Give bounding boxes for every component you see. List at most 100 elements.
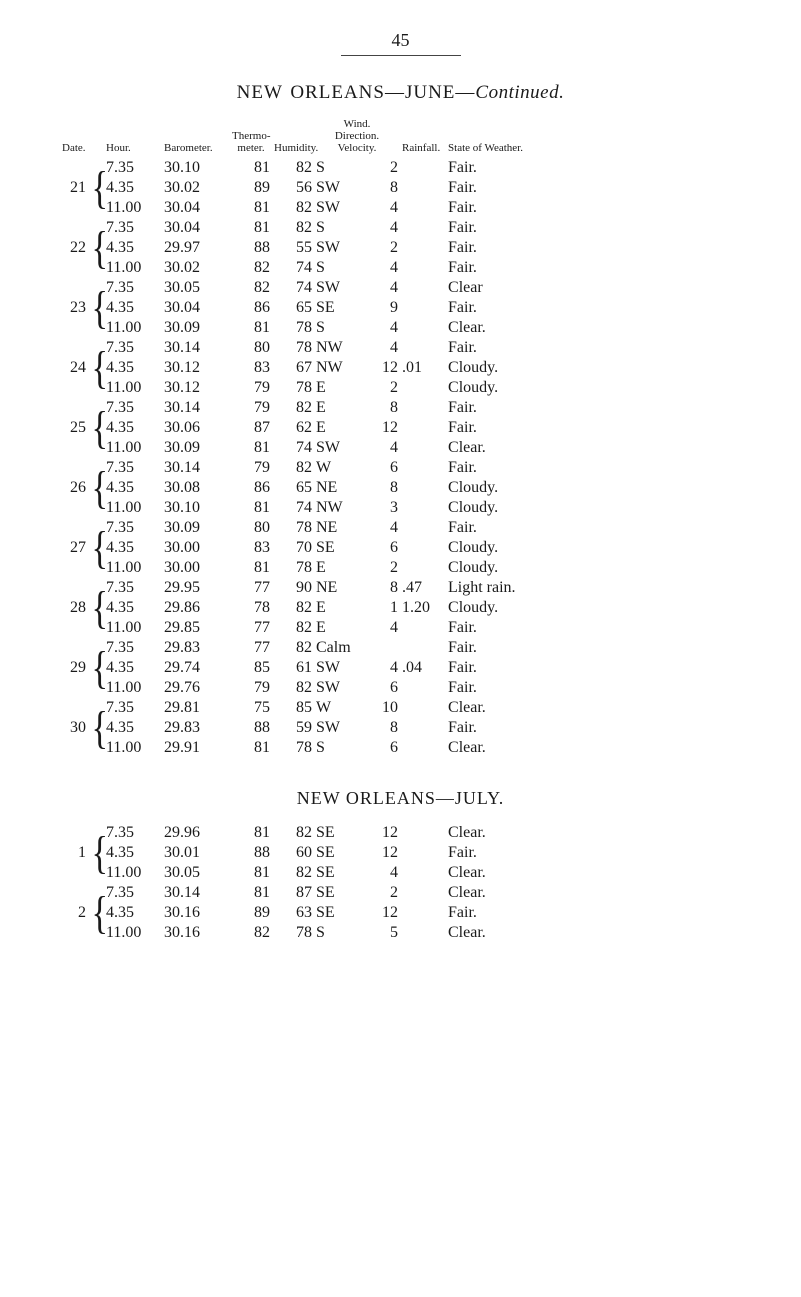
cell-rainfall: .47 [400, 578, 446, 598]
cell-state: Clear. [446, 698, 741, 718]
cell-barometer: 30.08 [162, 478, 230, 498]
cell-hour: 4.35 [104, 178, 162, 198]
cell-hour: 7.35 [104, 158, 162, 178]
cell-wind-velocity: 4 [362, 198, 400, 218]
cell-hour: 7.35 [104, 458, 162, 478]
cell-humidity: 82 [272, 458, 314, 478]
cell-date: 26 [60, 458, 88, 518]
cell-rainfall [400, 158, 446, 178]
cell-thermo: 79 [230, 678, 272, 698]
cell-wind-direction: SW [314, 678, 362, 698]
cell-wind-direction: S [314, 218, 362, 238]
cell-wind-velocity: 12 [362, 358, 400, 378]
cell-hour: 7.35 [104, 698, 162, 718]
cell-thermo: 81 [230, 198, 272, 218]
cell-wind-direction: SW [314, 438, 362, 458]
cell-rainfall [400, 883, 446, 903]
cell-wind-velocity: 4 [362, 438, 400, 458]
cell-state: Fair. [446, 178, 741, 198]
cell-hour: 4.35 [104, 478, 162, 498]
cell-humidity: 78 [272, 378, 314, 398]
cell-wind-velocity: 4 [362, 218, 400, 238]
cell-barometer: 29.91 [162, 738, 230, 758]
cell-hour: 7.35 [104, 823, 162, 843]
cell-hour: 7.35 [104, 883, 162, 903]
brace-icon: { [88, 338, 104, 398]
cell-rainfall [400, 718, 446, 738]
cell-rainfall [400, 418, 446, 438]
brace-icon: { [88, 398, 104, 458]
cell-wind-direction: Calm [314, 638, 362, 658]
cell-hour: 7.35 [104, 578, 162, 598]
cell-hour: 7.35 [104, 518, 162, 538]
cell-rainfall [400, 678, 446, 698]
cell-thermo: 81 [230, 883, 272, 903]
header-thermo: Thermo- meter. [230, 118, 272, 158]
cell-state: Light rain. [446, 578, 741, 598]
cell-humidity: 60 [272, 843, 314, 863]
cell-wind-velocity: 1 [362, 598, 400, 618]
cell-barometer: 30.01 [162, 843, 230, 863]
cell-rainfall [400, 638, 446, 658]
cell-rainfall [400, 923, 446, 943]
table-row: 11.0030.098178S4Clear. [60, 318, 741, 338]
cell-wind-velocity: 8 [362, 578, 400, 598]
brace-icon: { [88, 458, 104, 518]
cell-barometer: 30.02 [162, 258, 230, 278]
cell-wind-velocity: 6 [362, 458, 400, 478]
cell-humidity: 70 [272, 538, 314, 558]
cell-barometer: 29.97 [162, 238, 230, 258]
cell-thermo: 81 [230, 823, 272, 843]
cell-hour: 11.00 [104, 863, 162, 883]
brace-icon: { [88, 518, 104, 578]
cell-thermo: 83 [230, 538, 272, 558]
cell-date: 21 [60, 158, 88, 218]
cell-state: Fair. [446, 418, 741, 438]
table-row: 11.0029.857782E4Fair. [60, 618, 741, 638]
header-rainfall: Rainfall. [400, 118, 446, 158]
cell-rainfall [400, 518, 446, 538]
cell-rainfall [400, 438, 446, 458]
table-row: 24{7.3530.148078NW4Fair. [60, 338, 741, 358]
cell-barometer: 30.14 [162, 883, 230, 903]
cell-humidity: 74 [272, 258, 314, 278]
table-row: 11.0030.127978E2Cloudy. [60, 378, 741, 398]
section-title-july: NEW ORLEANS—JULY. [60, 788, 741, 809]
cell-wind-direction: SE [314, 883, 362, 903]
cell-state: Clear. [446, 438, 741, 458]
cell-state: Cloudy. [446, 538, 741, 558]
table-header-row: Date. Hour. Barometer. Thermo- meter. Hu… [60, 118, 741, 158]
cell-state: Fair. [446, 458, 741, 478]
cell-date: 25 [60, 398, 88, 458]
header-date: Date. [60, 118, 88, 158]
table-row: 4.3530.168963SE12Fair. [60, 903, 741, 923]
title-prefix: NEW ORLEANS—JUNE— [237, 82, 476, 103]
cell-humidity: 78 [272, 738, 314, 758]
cell-thermo: 88 [230, 238, 272, 258]
cell-wind-velocity: 2 [362, 158, 400, 178]
cell-state: Fair. [446, 618, 741, 638]
cell-state: Fair. [446, 338, 741, 358]
cell-humidity: 82 [272, 618, 314, 638]
cell-hour: 11.00 [104, 198, 162, 218]
cell-wind-velocity: 6 [362, 538, 400, 558]
cell-wind-velocity: 4 [362, 863, 400, 883]
cell-barometer: 29.83 [162, 638, 230, 658]
cell-wind-direction: SE [314, 538, 362, 558]
cell-wind-direction: S [314, 158, 362, 178]
weather-table-july: 1{7.3529.968182SE12Clear.4.3530.018860SE… [60, 823, 741, 943]
cell-thermo: 81 [230, 738, 272, 758]
table-row: 11.0029.918178S6Clear. [60, 738, 741, 758]
cell-date: 1 [60, 823, 88, 883]
cell-state: Fair. [446, 218, 741, 238]
cell-wind-direction: SE [314, 863, 362, 883]
cell-wind-direction: NW [314, 358, 362, 378]
cell-wind-velocity: 4 [362, 258, 400, 278]
cell-humidity: 82 [272, 218, 314, 238]
cell-wind-direction: SW [314, 198, 362, 218]
cell-hour: 11.00 [104, 318, 162, 338]
cell-state: Cloudy. [446, 478, 741, 498]
cell-thermo: 79 [230, 458, 272, 478]
cell-hour: 7.35 [104, 398, 162, 418]
cell-barometer: 29.95 [162, 578, 230, 598]
